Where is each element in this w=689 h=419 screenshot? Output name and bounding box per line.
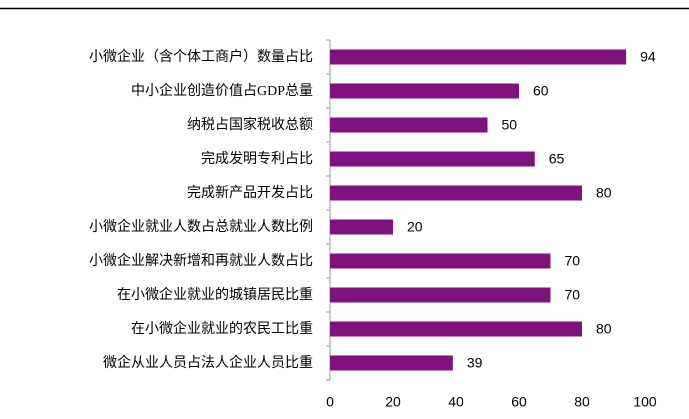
bar [330,287,551,303]
value-label: 70 [565,253,581,269]
y-tick-label: 纳税占国家税收总额 [187,116,313,133]
bar [330,151,535,167]
bar [330,49,627,65]
value-label: 70 [565,287,581,303]
value-label: 80 [596,321,612,337]
x-tick-label: 60 [511,394,527,410]
x-tick-label: 40 [448,394,464,410]
bar [330,253,551,269]
bar [330,83,519,99]
x-tick-label: 0 [326,394,334,410]
x-tick-label: 20 [385,394,401,410]
value-label: 50 [502,117,518,133]
bar [330,321,582,337]
y-tick-label: 完成发明专利占比 [201,151,313,167]
value-label: 60 [533,83,549,99]
bar [330,117,488,133]
y-tick-label: 小微企业解决新增和再就业人数占比 [89,252,313,269]
x-tick-label: 80 [574,394,590,410]
value-label: 20 [407,219,423,235]
bar [330,219,393,235]
bar [330,185,582,201]
x-tick-label: 100 [633,394,657,410]
y-tick-label: 小微企业就业人数占总就业人数比例 [89,218,313,235]
y-tick-label: 在小微企业就业的农民工比重 [131,320,313,337]
y-tick-label: 完成新产品开发占比 [187,185,313,201]
y-tick-label: 小微企业（含个体工商户）数量占比 [89,48,313,65]
y-tick-label: 微企从业人员占法人企业人员比重 [103,354,313,371]
bar [330,355,453,371]
value-label: 94 [640,49,656,65]
value-label: 65 [549,151,565,167]
y-tick-label: 中小企业创造价值占GDP总量 [131,82,313,99]
value-label: 80 [596,185,612,201]
value-label: 39 [467,355,483,371]
y-tick-label: 在小微企业就业的城镇居民比重 [117,286,313,303]
